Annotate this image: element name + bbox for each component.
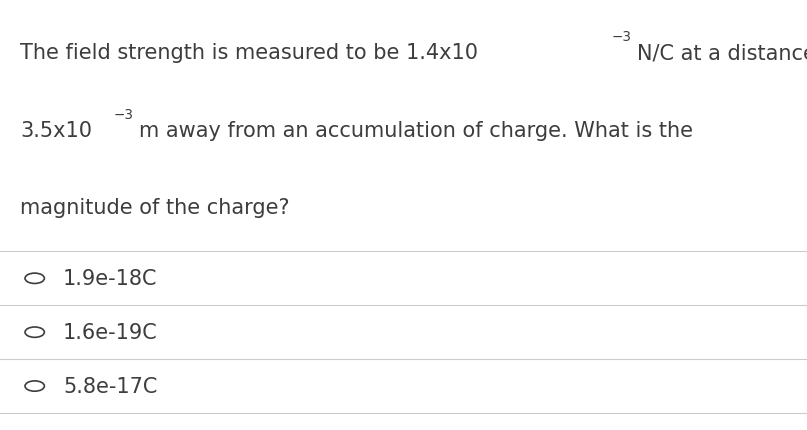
Text: 1.9e-18C: 1.9e-18C bbox=[63, 269, 157, 289]
Text: magnitude of the charge?: magnitude of the charge? bbox=[20, 198, 290, 218]
Text: −3: −3 bbox=[113, 108, 133, 121]
Text: 3.5x10: 3.5x10 bbox=[20, 120, 92, 140]
Text: N/C at a distance of: N/C at a distance of bbox=[637, 43, 807, 63]
Text: The field strength is measured to be 1.4x10: The field strength is measured to be 1.4… bbox=[20, 43, 479, 63]
Text: 5.8e-17C: 5.8e-17C bbox=[63, 376, 157, 396]
Text: −3: −3 bbox=[611, 30, 631, 44]
Text: 1.6e-19C: 1.6e-19C bbox=[63, 322, 157, 342]
Text: m away from an accumulation of charge. What is the: m away from an accumulation of charge. W… bbox=[139, 120, 693, 140]
